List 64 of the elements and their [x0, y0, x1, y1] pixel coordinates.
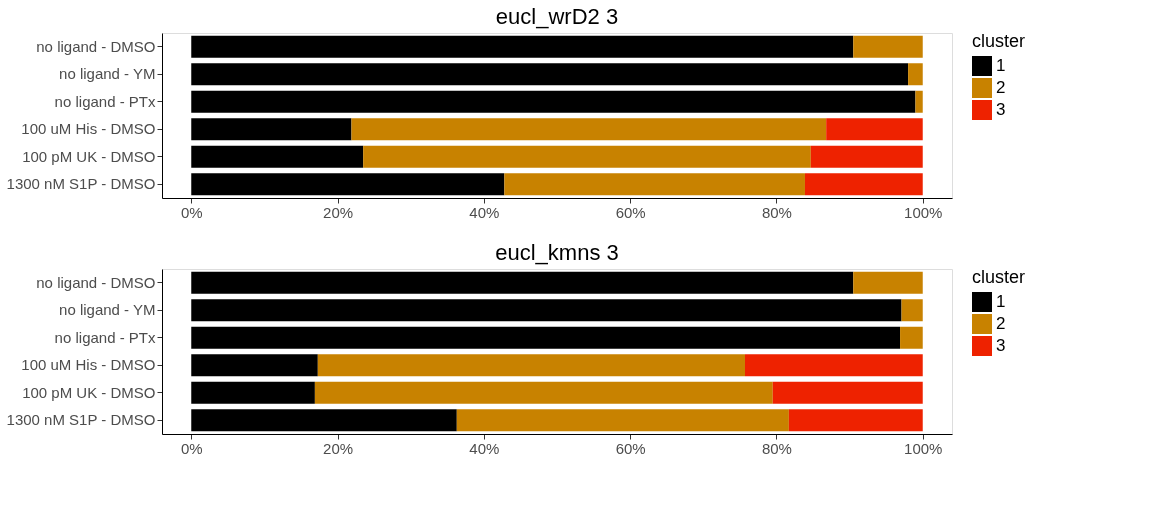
text: 2	[996, 314, 1006, 333]
bar	[191, 118, 352, 141]
bar	[191, 35, 854, 58]
bar	[191, 173, 505, 196]
bar	[191, 326, 901, 349]
bar	[191, 409, 457, 432]
x-tick-label: 40%	[469, 203, 500, 221]
legend-title: cluster	[972, 31, 1026, 51]
y-tick-label: no ligand - YM	[59, 65, 156, 83]
bar	[191, 381, 315, 404]
legend-title: cluster	[972, 267, 1026, 287]
x-tick-label: 100%	[904, 439, 943, 457]
bar	[901, 299, 923, 322]
bar	[504, 173, 805, 196]
x-tick-label: 100%	[904, 203, 943, 221]
y-tick-label: no ligand - PTx	[54, 328, 156, 346]
y-tick-label: 100 pM UK - DMSO	[22, 147, 156, 165]
bar	[314, 381, 773, 404]
bar	[191, 90, 916, 113]
x-tick-label: 60%	[615, 439, 646, 457]
bar	[908, 63, 923, 86]
y-tick-label: 100 uM His - DMSO	[21, 120, 156, 138]
legend-label: 3	[996, 100, 1006, 119]
y-tick-label: no ligand - PTx	[54, 92, 156, 110]
legend-label: 1	[996, 56, 1006, 75]
x-tick-label: 0%	[180, 203, 203, 221]
x-tick-label: 60%	[615, 203, 646, 221]
legend-label: 2	[996, 78, 1006, 97]
bar	[317, 354, 745, 377]
y-tick-label: 1300 nM S1P - DMSO	[6, 175, 156, 193]
bar	[191, 271, 854, 294]
text: 3	[996, 336, 1006, 355]
bar	[191, 354, 318, 377]
chart-title: eucl_wrD2 3	[495, 4, 619, 29]
bar	[900, 326, 923, 349]
y-tick-label: no ligand - YM	[59, 301, 156, 319]
bar	[788, 409, 923, 432]
x-tick-label: 20%	[323, 203, 354, 221]
chart-title: eucl_kmns 3	[495, 240, 619, 265]
bar	[351, 118, 827, 141]
x-tick-label: 20%	[323, 439, 354, 457]
bar	[363, 145, 811, 168]
x-tick-label: 40%	[469, 439, 500, 457]
bar	[853, 35, 923, 58]
bar	[826, 118, 923, 141]
bar	[191, 299, 902, 322]
y-tick-label: no ligand - DMSO	[36, 37, 156, 55]
bar	[744, 354, 923, 377]
bar	[915, 90, 923, 113]
bar	[853, 271, 923, 294]
text: 1	[996, 292, 1006, 311]
y-tick-label: 100 uM His - DMSO	[21, 356, 156, 374]
bar	[191, 63, 909, 86]
x-tick-label: 0%	[180, 439, 203, 457]
x-tick-label: 80%	[761, 203, 792, 221]
bar	[772, 381, 923, 404]
y-tick-label: no ligand - DMSO	[36, 273, 156, 291]
y-tick-label: 100 pM UK - DMSO	[22, 383, 156, 401]
bar	[191, 145, 364, 168]
bar	[804, 173, 923, 196]
x-tick-label: 80%	[761, 439, 792, 457]
bar	[810, 145, 923, 168]
y-tick-label: 1300 nM S1P - DMSO	[6, 411, 156, 429]
bar	[456, 409, 789, 432]
